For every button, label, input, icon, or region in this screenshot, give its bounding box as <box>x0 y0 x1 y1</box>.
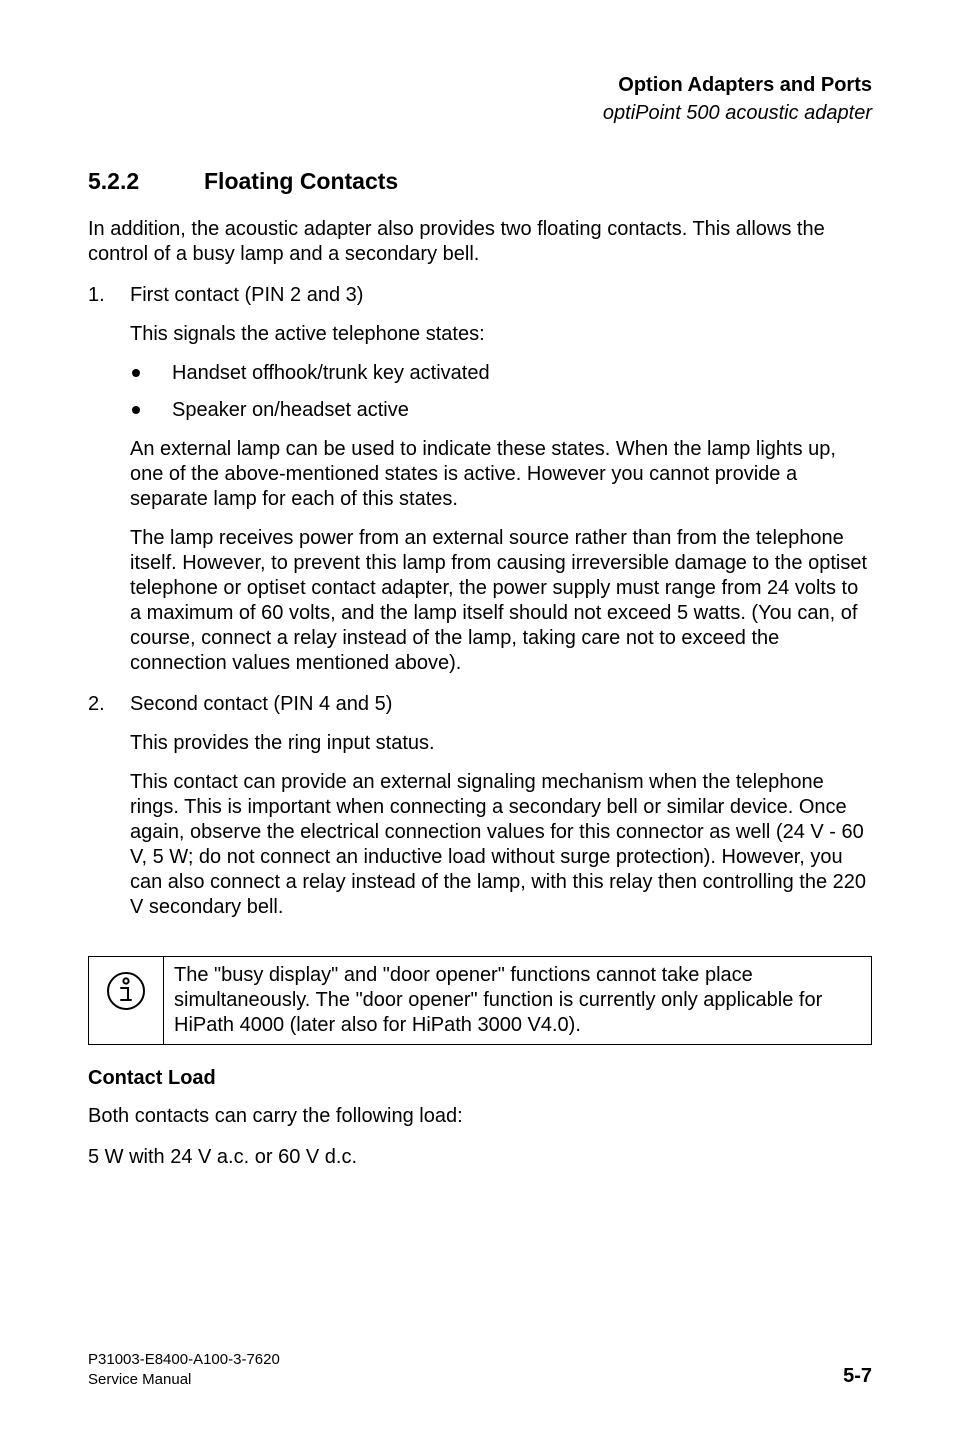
header-subtitle: optiPoint 500 acoustic adapter <box>88 100 872 126</box>
list-item: First contact (PIN 2 and 3) This signals… <box>88 283 872 676</box>
body-text: The lamp receives power from an external… <box>130 526 872 676</box>
bullet-list: Handset offhook/trunk key activated Spea… <box>130 361 872 423</box>
list-item-title: First contact (PIN 2 and 3) <box>130 284 363 306</box>
numbered-list: First contact (PIN 2 and 3) This signals… <box>88 283 872 920</box>
header-title: Option Adapters and Ports <box>88 72 872 98</box>
section-title: Floating Contacts <box>204 168 398 194</box>
intro-paragraph: In addition, the acoustic adapter also p… <box>88 217 872 267</box>
footer-doc-type: Service Manual <box>88 1370 280 1390</box>
footer-doc-id: P31003-E8400-A100-3-7620 <box>88 1350 280 1370</box>
info-note-box: The "busy display" and "door opener" fun… <box>88 956 872 1045</box>
info-note-text: The "busy display" and "door opener" fun… <box>164 957 872 1045</box>
body-text: An external lamp can be used to indicate… <box>130 437 872 512</box>
body-text: This provides the ring input status. <box>130 731 872 756</box>
footer-left: P31003-E8400-A100-3-7620 Service Manual <box>88 1350 280 1389</box>
page-header: Option Adapters and Ports optiPoint 500 … <box>88 72 872 126</box>
list-item-title: Second contact (PIN 4 and 5) <box>130 693 392 715</box>
info-icon-cell <box>89 957 164 1045</box>
section-heading: 5.2.2Floating Contacts <box>88 168 872 195</box>
contact-load-heading: Contact Load <box>88 1067 872 1090</box>
body-text: This signals the active telephone states… <box>130 322 872 347</box>
list-item: Second contact (PIN 4 and 5) This provid… <box>88 692 872 920</box>
info-icon <box>106 965 146 1017</box>
bullet-item: Handset offhook/trunk key activated <box>130 361 872 386</box>
body-text: This contact can provide an external sig… <box>130 770 872 920</box>
body-text: 5 W with 24 V a.c. or 60 V d.c. <box>88 1145 872 1170</box>
bullet-item: Speaker on/headset active <box>130 398 872 423</box>
footer-page-number: 5-7 <box>843 1363 872 1389</box>
section-number: 5.2.2 <box>88 168 204 195</box>
page-footer: P31003-E8400-A100-3-7620 Service Manual … <box>88 1350 872 1389</box>
body-text: Both contacts can carry the following lo… <box>88 1104 872 1129</box>
